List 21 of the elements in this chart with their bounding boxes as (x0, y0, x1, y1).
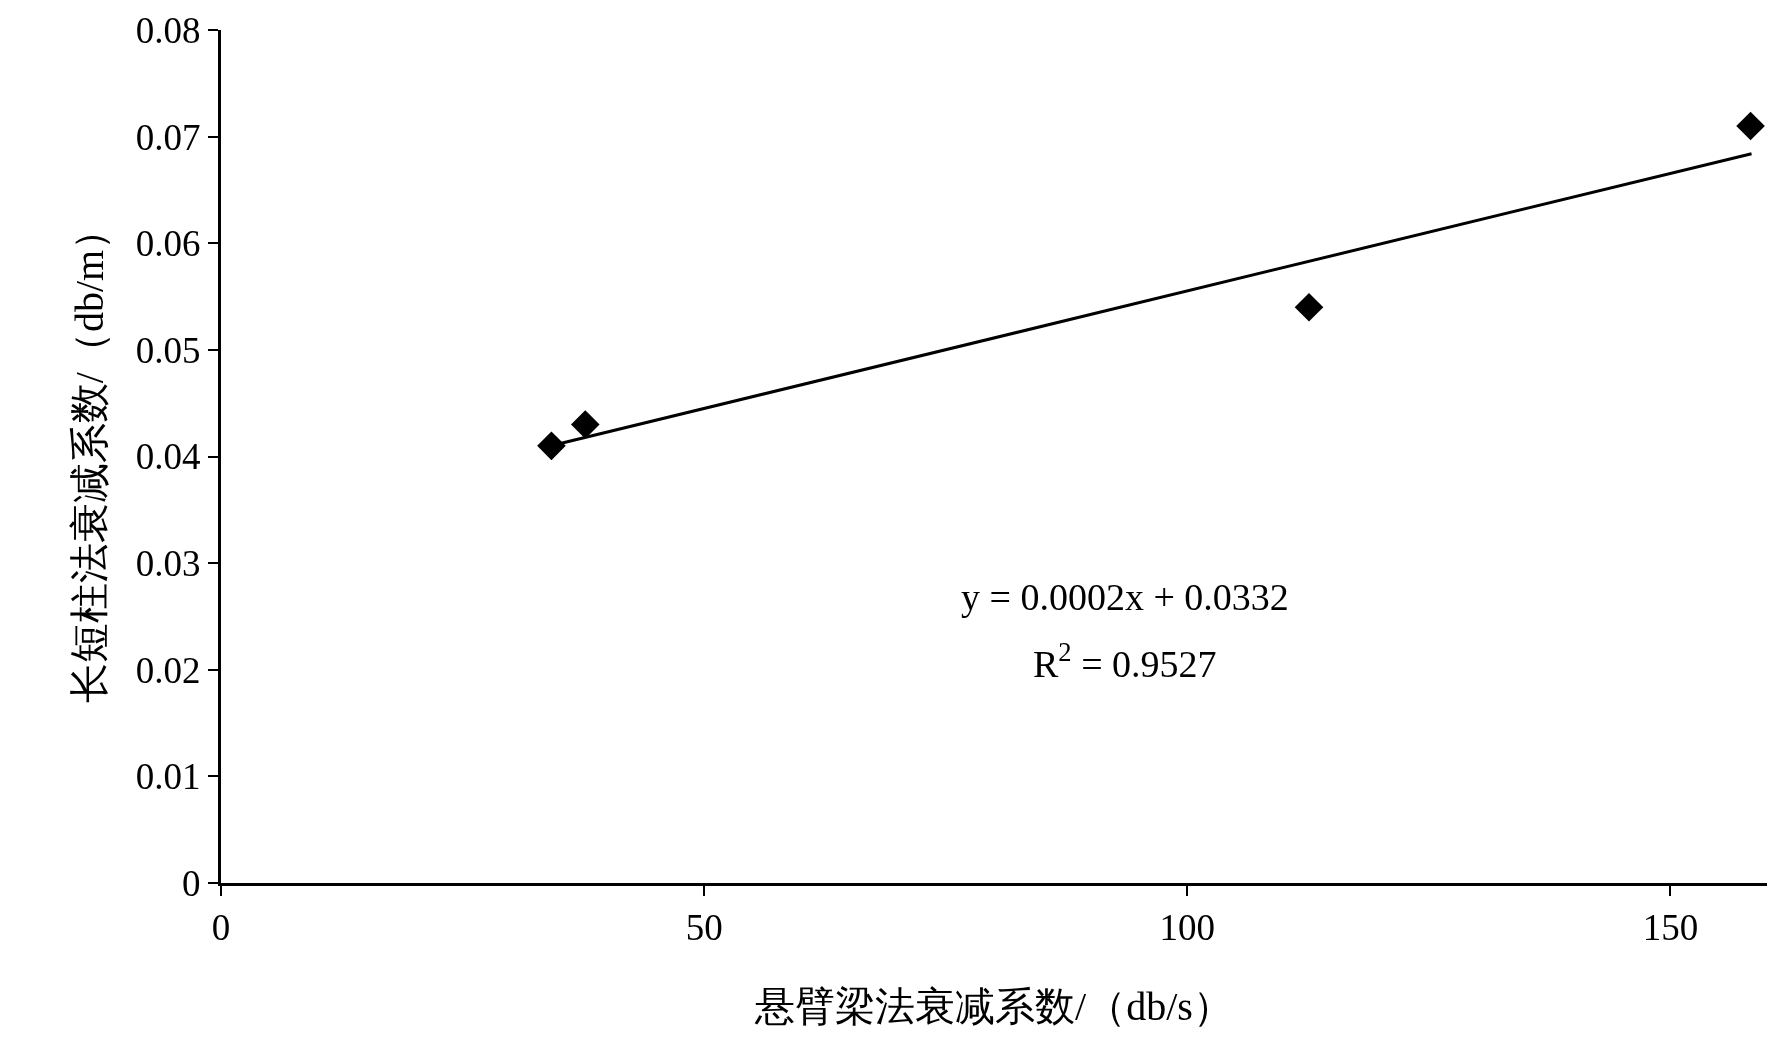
annotation: R$^{2}$ = 0.9527 (1033, 637, 1217, 685)
point (1736, 111, 1765, 141)
y-tick-label: 0.06 (135, 223, 201, 265)
x-tick-label: 150 (1642, 907, 1699, 949)
x-tick-label: 0 (211, 907, 231, 949)
point (1294, 292, 1324, 322)
x-tick-label: 100 (1159, 907, 1215, 949)
y-axis-title: 长短柱法衰减系数/（db/m） (67, 209, 113, 704)
point (570, 410, 600, 439)
y-tick-label: 0.05 (135, 329, 201, 371)
y-tick-label: 0.07 (135, 116, 201, 158)
annotation: y = 0.0002x + 0.0332 (961, 576, 1289, 618)
y-tick-label: 0 (182, 862, 201, 904)
y-tick-label: 0.08 (135, 9, 201, 51)
x-tick-label: 50 (685, 907, 723, 949)
y-tick-label: 0.01 (135, 756, 201, 798)
x-axis-title: 悬臂梁法衰减系数/（db/s） (754, 983, 1233, 1029)
y-tick-label: 0.03 (135, 543, 201, 585)
y-tick-label: 0.04 (135, 436, 201, 478)
y-tick-label: 0.02 (135, 649, 201, 691)
point (537, 431, 566, 461)
